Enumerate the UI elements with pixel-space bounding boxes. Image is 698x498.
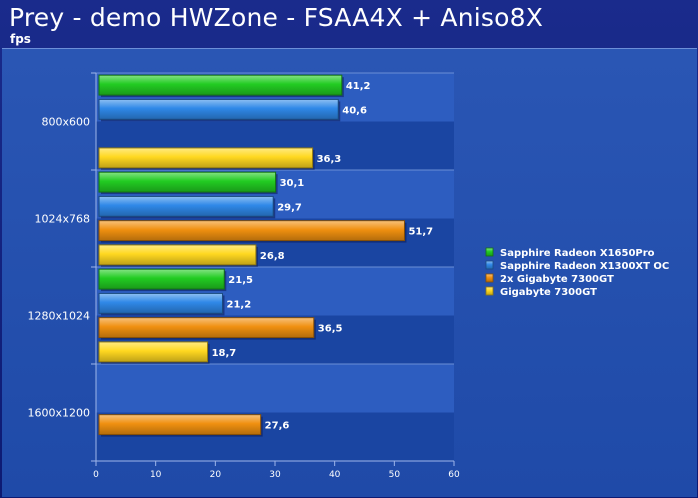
data-label: 36,3	[317, 154, 342, 165]
legend-entry: 2x Gigabyte 7300GT	[500, 274, 614, 285]
legend-entry: Gigabyte 7300GT	[500, 287, 597, 298]
bar	[98, 268, 225, 290]
data-label: 30,1	[280, 178, 305, 189]
data-label: 41,2	[346, 81, 371, 92]
category-band	[96, 364, 454, 413]
legend-entry: Sapphire Radeon X1650Pro	[500, 248, 655, 259]
data-label: 27,6	[265, 421, 290, 432]
category-label: 1280x1024	[28, 310, 91, 323]
data-label: 18,7	[212, 348, 237, 359]
x-tick-label: 30	[269, 470, 281, 480]
bar	[98, 292, 223, 314]
bar	[98, 220, 405, 242]
legend-swatch	[485, 260, 494, 270]
category-label: 1024x768	[35, 213, 91, 226]
bar	[98, 317, 315, 339]
x-tick-label: 0	[93, 470, 99, 480]
bar	[98, 414, 262, 436]
data-label: 36,5	[318, 324, 343, 335]
data-label: 21,5	[228, 275, 253, 286]
x-tick-label: 60	[448, 470, 460, 480]
category-label: 1600x1200	[28, 407, 91, 420]
data-label: 21,2	[226, 299, 251, 310]
bar	[98, 341, 209, 363]
bar	[98, 195, 274, 217]
bar-chart: 800x600 1024x768 1280x1024 1600x1200 0 10 20 30…	[28, 72, 669, 480]
chart-title: Prey - demo HWZone - FSAA4X + Aniso8X	[9, 3, 544, 32]
chart-panel: 800x600 1024x768 1280x1024 1600x1200 0 10 20 30…	[2, 48, 697, 497]
data-label: 40,6	[342, 105, 367, 116]
bar	[98, 74, 343, 96]
data-label: 26,8	[260, 251, 285, 262]
x-tick-label: 50	[389, 470, 401, 480]
legend-entry: Sapphire Radeon X1300XT OC	[500, 261, 669, 272]
legend-swatch	[485, 286, 494, 296]
x-tick-label: 40	[329, 470, 341, 480]
data-label: 29,7	[277, 202, 302, 213]
x-tick-label: 20	[210, 470, 222, 480]
bar	[98, 171, 277, 193]
data-label: 51,7	[408, 227, 433, 238]
legend-swatch	[485, 247, 494, 257]
category-label: 800x600	[41, 116, 90, 129]
chart-subtitle: fps	[10, 32, 31, 46]
legend-swatch	[485, 273, 494, 283]
bar	[98, 244, 257, 266]
bar	[98, 147, 314, 169]
x-tick-label: 10	[150, 470, 162, 480]
bar	[98, 98, 339, 120]
